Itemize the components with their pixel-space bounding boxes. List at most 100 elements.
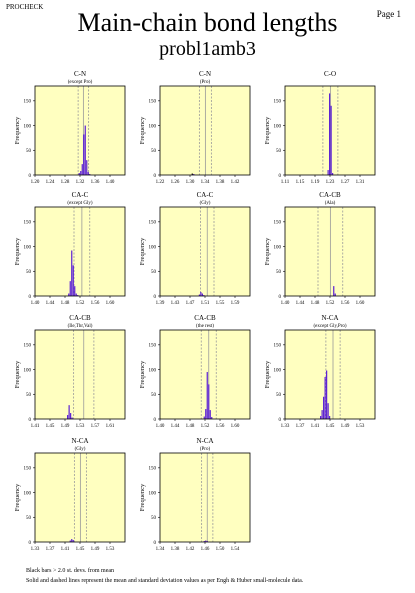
y-tick-label: 100 <box>149 368 157 373</box>
x-tick-label: 1.45 <box>76 547 85 552</box>
histogram-bar <box>324 376 326 419</box>
panel-subtitle: (except Pro) <box>68 80 93 85</box>
y-tick-label: 150 <box>24 344 32 349</box>
x-tick-label: 1.32 <box>76 180 85 185</box>
panel-title: N-CA <box>321 314 338 322</box>
histogram-bar <box>333 286 335 296</box>
x-tick-label: 1.47 <box>186 301 195 306</box>
histogram-bar <box>78 173 80 175</box>
bond-length-panel: N-CA (Gly) 0 50 100 150 1.33 1.37 1.41 1.45 1.49 1.… <box>14 437 126 552</box>
bond-length-panel: CA-CB (Ile,Thr,Val) 0 50 100 150 1.41 1.45 1.49 1… <box>14 314 126 429</box>
y-tick-label: 50 <box>26 516 32 521</box>
y-axis-label: Frequency <box>14 116 21 144</box>
x-tick-label: 1.52 <box>201 424 210 429</box>
panel-title: CA-C <box>197 191 214 199</box>
x-tick-label: 1.33 <box>31 547 40 552</box>
histogram-bar <box>70 413 72 419</box>
x-tick-label: 1.22 <box>156 180 165 185</box>
panel-subtitle: (Pro) <box>200 447 211 452</box>
x-tick-label: 1.34 <box>201 180 210 185</box>
x-tick-label: 1.55 <box>216 301 225 306</box>
bond-length-panel: C-N (except Pro) 0 50 100 150 1.20 1.24 1.28 1.32… <box>14 70 126 185</box>
y-tick-label: 0 <box>154 418 157 423</box>
y-tick-label: 100 <box>24 245 32 250</box>
histogram-bar <box>211 417 213 419</box>
y-axis-label: Frequency <box>139 116 146 144</box>
histogram-bar <box>74 286 76 296</box>
histogram-bar <box>71 250 73 296</box>
histogram-bar <box>330 105 332 175</box>
histogram-bar <box>191 173 193 175</box>
bond-length-panel: CA-C (except Gly) 0 50 100 150 1.40 1.44 1.48 1.5… <box>14 191 126 306</box>
plot-background <box>160 330 250 419</box>
panel-title: C-O <box>324 70 336 78</box>
brand-label: PROCHECK <box>6 3 44 11</box>
x-tick-label: 1.61 <box>106 424 115 429</box>
y-tick-label: 0 <box>279 418 282 423</box>
x-tick-label: 1.59 <box>231 301 240 306</box>
y-axis-label: Frequency <box>14 360 21 388</box>
histogram-bar <box>84 125 86 175</box>
x-tick-label: 1.26 <box>171 180 180 185</box>
histogram-bar <box>329 416 331 419</box>
x-tick-label: 1.24 <box>46 180 55 185</box>
panel-title: CA-CB <box>194 314 216 322</box>
y-tick-label: 50 <box>26 270 32 275</box>
y-tick-label: 100 <box>274 124 282 129</box>
x-tick-label: 1.54 <box>231 547 240 552</box>
y-axis-label: Frequency <box>264 360 271 388</box>
histogram-bar <box>193 174 195 175</box>
x-tick-label: 1.52 <box>76 301 85 306</box>
histogram-bar <box>208 384 210 419</box>
x-tick-label: 1.50 <box>216 547 225 552</box>
bond-length-panel: CA-CB (the rest) 0 50 100 150 1.40 1.44 1.48 1.52… <box>139 314 251 429</box>
y-tick-label: 100 <box>24 368 32 373</box>
x-tick-label: 1.56 <box>216 424 225 429</box>
bond-length-panel: N-CA (Pro) 0 50 100 150 1.34 1.38 1.42 1.46 1.50 1.… <box>139 437 251 552</box>
y-tick-label: 100 <box>149 124 157 129</box>
x-tick-label: 1.43 <box>171 301 180 306</box>
histogram-bar <box>320 416 322 419</box>
bond-length-panel: CA-CB (Ala) 0 50 100 150 1.40 1.44 1.48 1.52 1.56 1… <box>264 191 376 306</box>
histogram-bar <box>200 292 202 296</box>
x-tick-label: 1.53 <box>76 424 85 429</box>
histogram-bar <box>205 540 207 542</box>
y-tick-label: 0 <box>154 174 157 179</box>
y-tick-label: 150 <box>149 100 157 105</box>
y-tick-label: 150 <box>274 221 282 226</box>
x-tick-label: 1.48 <box>186 424 195 429</box>
histogram-bar <box>203 295 205 296</box>
panel-title: N-CA <box>196 437 213 445</box>
x-tick-label: 1.49 <box>341 424 350 429</box>
x-tick-label: 1.44 <box>46 301 55 306</box>
x-tick-label: 1.27 <box>341 180 350 185</box>
histogram-bar <box>198 294 200 296</box>
x-tick-label: 1.53 <box>356 424 365 429</box>
y-axis-label: Frequency <box>14 483 21 511</box>
y-tick-label: 0 <box>154 295 157 300</box>
y-tick-label: 50 <box>26 393 32 398</box>
page-subtitle: probl1amb3 <box>159 38 256 60</box>
panel-title: C-N <box>74 70 86 78</box>
x-tick-label: 1.42 <box>186 547 195 552</box>
panel-subtitle: (except Gly) <box>67 201 92 206</box>
y-tick-label: 100 <box>24 491 32 496</box>
y-tick-label: 150 <box>24 100 32 105</box>
y-tick-label: 50 <box>151 149 157 154</box>
x-tick-label: 1.60 <box>356 301 365 306</box>
y-tick-label: 50 <box>151 516 157 521</box>
y-tick-label: 150 <box>24 221 32 226</box>
x-tick-label: 1.44 <box>296 301 305 306</box>
histogram-bar <box>323 396 325 419</box>
x-tick-label: 1.20 <box>31 180 40 185</box>
x-tick-label: 1.40 <box>106 180 115 185</box>
histogram-bar <box>75 293 77 296</box>
y-tick-label: 0 <box>279 295 282 300</box>
y-axis-label: Frequency <box>139 360 146 388</box>
plot-background <box>35 207 125 296</box>
histogram-bar <box>327 170 329 175</box>
panel-title: CA-C <box>72 191 89 199</box>
panel-subtitle: (the rest) <box>196 324 214 329</box>
x-tick-label: 1.30 <box>186 180 195 185</box>
x-tick-label: 1.48 <box>311 301 320 306</box>
